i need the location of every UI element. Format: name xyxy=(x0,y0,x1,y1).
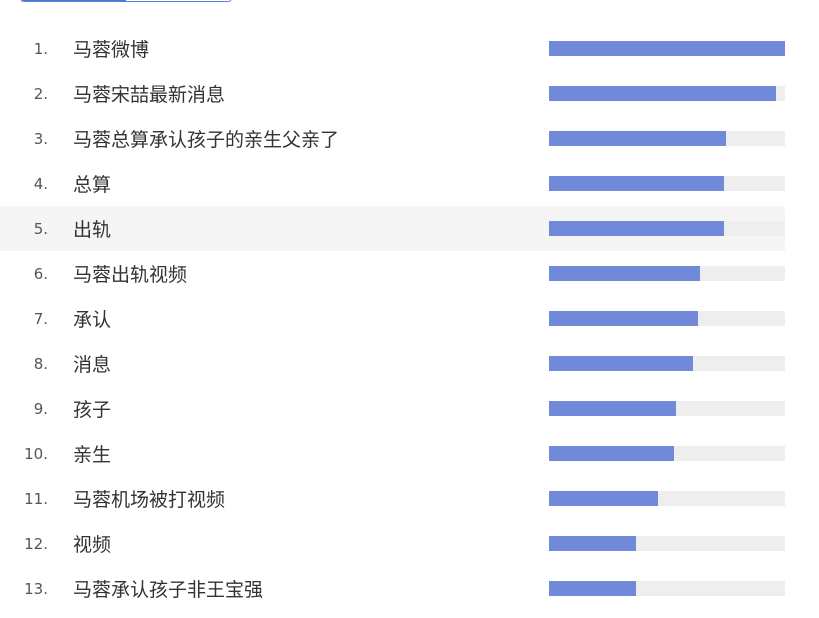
list-item[interactable]: 4. 总算 xyxy=(0,161,785,206)
tab-active[interactable] xyxy=(21,0,126,1)
popularity-bar-fill xyxy=(549,41,785,56)
rank-number: 8. xyxy=(33,354,48,373)
rank-number: 1. xyxy=(33,39,48,58)
keyword-link[interactable]: 马蓉承认孩子非王宝强 xyxy=(73,579,264,601)
rank-number: 9. xyxy=(33,399,48,418)
list-item[interactable]: 10. 亲生 xyxy=(0,431,785,476)
rank-number: 6. xyxy=(33,264,48,283)
popularity-bar xyxy=(549,491,785,506)
list-item[interactable]: 6. 马蓉出轨视频 xyxy=(0,251,785,296)
tab-inactive[interactable] xyxy=(126,0,231,1)
rank-number: 13. xyxy=(24,579,48,598)
rank-number: 10. xyxy=(24,444,48,463)
rank-number: 3. xyxy=(33,129,48,148)
popularity-bar xyxy=(549,221,785,236)
list-item[interactable]: 2. 马蓉宋喆最新消息 xyxy=(0,71,785,116)
popularity-bar xyxy=(549,536,785,551)
keyword-link[interactable]: 亲生 xyxy=(73,444,112,466)
popularity-bar xyxy=(549,401,785,416)
popularity-bar xyxy=(549,266,785,281)
rank-number: 5. xyxy=(33,219,48,238)
list-item[interactable]: 12. 视频 xyxy=(0,521,785,566)
popularity-bar xyxy=(549,131,785,146)
popularity-bar-fill xyxy=(549,131,726,146)
list-item[interactable]: 8. 消息 xyxy=(0,341,785,386)
popularity-bar-fill xyxy=(549,311,698,326)
keyword-ranking-list: 1. 马蓉微博 2. 马蓉宋喆最新消息 3. 马蓉总算承认孩子的亲生父亲了 4. 总算 5. 出轨… xyxy=(0,26,785,611)
popularity-bar xyxy=(549,41,785,56)
popularity-bar-fill xyxy=(549,491,658,506)
rank-number: 11. xyxy=(24,489,48,508)
popularity-bar-fill xyxy=(549,221,724,236)
popularity-bar xyxy=(549,86,785,101)
keyword-link[interactable]: 视频 xyxy=(73,534,112,556)
rank-number: 4. xyxy=(33,174,48,193)
keyword-link[interactable]: 出轨 xyxy=(73,219,112,241)
popularity-bar xyxy=(549,311,785,326)
popularity-bar xyxy=(549,176,785,191)
keyword-link[interactable]: 马蓉机场被打视频 xyxy=(73,489,226,511)
keyword-link[interactable]: 总算 xyxy=(73,174,112,196)
popularity-bar-fill xyxy=(549,536,637,551)
keyword-link[interactable]: 承认 xyxy=(73,309,112,331)
list-item[interactable]: 3. 马蓉总算承认孩子的亲生父亲了 xyxy=(0,116,785,161)
keyword-link[interactable]: 马蓉微博 xyxy=(73,39,150,61)
popularity-bar-fill xyxy=(549,581,637,596)
list-item[interactable]: 13. 马蓉承认孩子非王宝强 xyxy=(0,566,785,611)
rank-number: 2. xyxy=(33,84,48,103)
popularity-bar-fill xyxy=(549,446,675,461)
keyword-link[interactable]: 孩子 xyxy=(73,399,112,421)
popularity-bar-fill xyxy=(549,401,677,416)
popularity-bar xyxy=(549,581,785,596)
list-item[interactable]: 9. 孩子 xyxy=(0,386,785,431)
keyword-link[interactable]: 消息 xyxy=(73,354,112,376)
rank-number: 7. xyxy=(33,309,48,328)
list-item[interactable]: 1. 马蓉微博 xyxy=(0,26,785,71)
list-item[interactable]: 11. 马蓉机场被打视频 xyxy=(0,476,785,521)
rank-number: 12. xyxy=(24,534,48,553)
keyword-link[interactable]: 马蓉宋喆最新消息 xyxy=(73,84,226,106)
keyword-link[interactable]: 马蓉总算承认孩子的亲生父亲了 xyxy=(73,129,340,151)
keyword-link[interactable]: 马蓉出轨视频 xyxy=(73,264,188,286)
popularity-bar-fill xyxy=(549,176,724,191)
popularity-bar xyxy=(549,356,785,371)
list-item[interactable]: 5. 出轨 xyxy=(0,206,785,251)
tab-strip xyxy=(20,0,232,2)
popularity-bar xyxy=(549,446,785,461)
popularity-bar-fill xyxy=(549,266,701,281)
list-item[interactable]: 7. 承认 xyxy=(0,296,785,341)
popularity-bar-fill xyxy=(549,356,693,371)
popularity-bar-fill xyxy=(549,86,776,101)
